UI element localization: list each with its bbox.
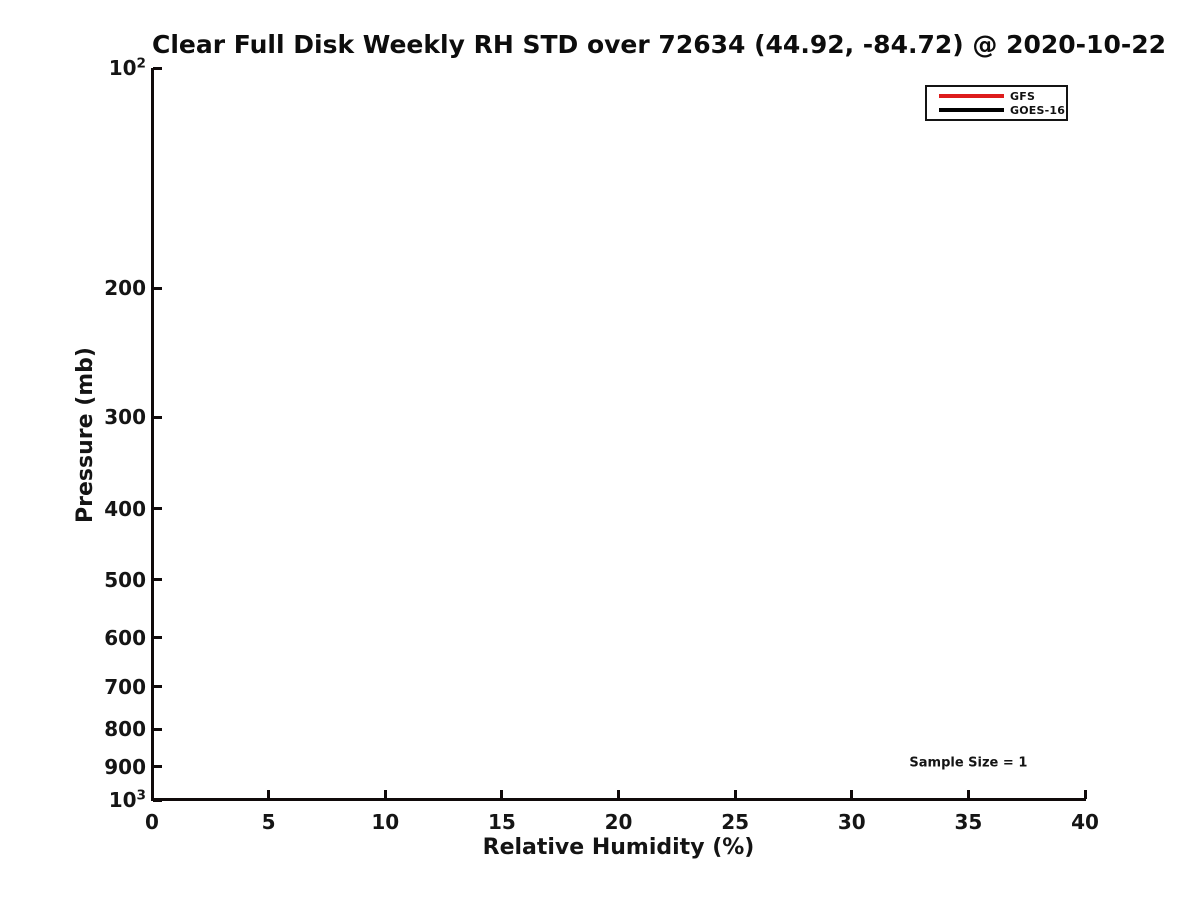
y-tick-label: 600: [104, 625, 146, 650]
goes16-line-swatch: [939, 108, 1004, 112]
y-tick-label: 700: [104, 674, 146, 699]
x-tick-label: 20: [604, 810, 633, 834]
legend-item-gfs: GFS: [939, 89, 1066, 103]
y-tick: [153, 415, 162, 419]
x-tick-label: 35: [954, 810, 983, 834]
x-tick: [267, 790, 271, 799]
x-tick: [733, 790, 737, 799]
chart-title: Clear Full Disk Weekly RH STD over 72634…: [152, 30, 1167, 59]
y-tick: [153, 685, 162, 689]
y-tick: [153, 286, 162, 290]
y-tick-label: 900: [104, 754, 146, 779]
y-tick: [153, 578, 162, 582]
x-tick: [617, 790, 620, 799]
y-tick: [153, 727, 162, 731]
y-tick-label: 500: [104, 567, 146, 592]
gfs-line-swatch: [939, 94, 1004, 98]
x-tick: [150, 790, 154, 799]
y-axis-spine: [151, 68, 154, 801]
legend-label-gfs: GFS: [1010, 89, 1036, 103]
plot-area: [150, 66, 1087, 802]
x-tick: [500, 790, 504, 799]
y-axis-label: Pressure (mb): [73, 347, 98, 523]
y-tick-label: 103: [108, 787, 146, 812]
x-tick: [850, 790, 854, 799]
x-tick-label: 15: [487, 810, 516, 834]
legend-item-goes16: GOES-16: [939, 103, 1066, 117]
sample-size-annotation: Sample Size = 1: [909, 755, 1028, 771]
x-tick: [966, 790, 970, 799]
y-tick-label: 200: [104, 276, 146, 301]
x-tick-label: 0: [145, 810, 159, 834]
x-tick-label: 30: [837, 810, 866, 834]
y-tick: [153, 507, 162, 511]
y-tick: [153, 66, 162, 70]
x-tick-label: 25: [721, 810, 750, 834]
x-tick-label: 40: [1071, 810, 1099, 834]
legend: GFS GOES-16: [925, 85, 1068, 121]
y-tick-label: 400: [104, 496, 146, 521]
x-tick: [383, 790, 387, 799]
y-tick-label: 800: [104, 717, 146, 742]
y-tick-label: 102: [108, 55, 146, 80]
y-tick: [153, 765, 162, 768]
x-tick-label: 10: [371, 810, 400, 834]
x-axis-spine: [151, 798, 1086, 801]
y-tick-label: 300: [104, 405, 146, 430]
x-tick: [1083, 790, 1087, 799]
x-axis-label: Relative Humidity (%): [482, 835, 755, 860]
legend-label-goes16: GOES-16: [1010, 103, 1066, 117]
y-tick: [153, 798, 162, 802]
y-tick: [153, 636, 162, 640]
x-tick-label: 5: [261, 810, 276, 834]
